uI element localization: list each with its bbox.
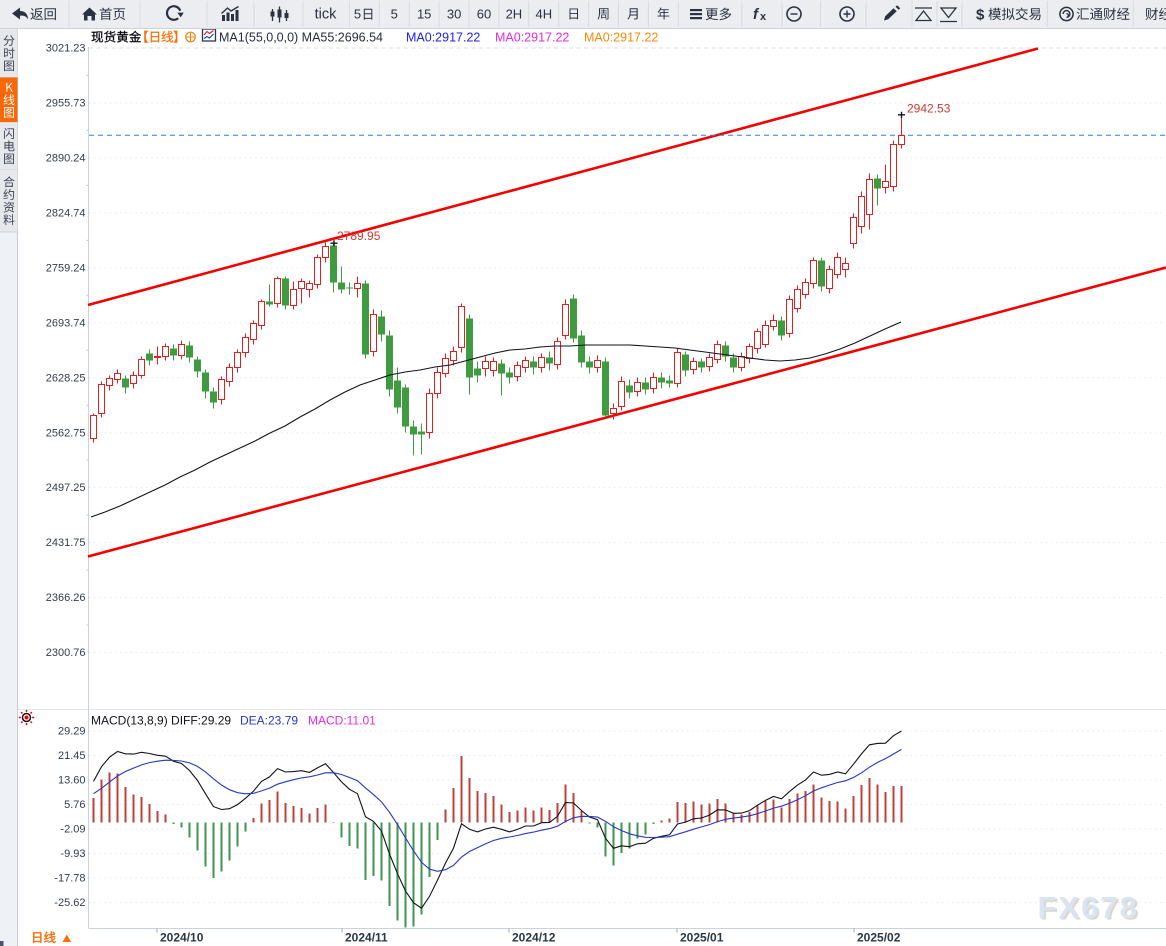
svg-text:MA0:2917.22: MA0:2917.22	[495, 31, 569, 45]
svg-text:21.45: 21.45	[58, 750, 86, 762]
svg-text:2025/01: 2025/01	[680, 931, 724, 945]
svg-text:-25.62: -25.62	[54, 897, 85, 909]
svg-text:-2.09: -2.09	[60, 824, 85, 836]
svg-text:2024/10: 2024/10	[160, 931, 204, 945]
svg-text:DEA:23.79: DEA:23.79	[240, 714, 298, 728]
svg-text:MA1(55,0,0,0) MA55:2696.54: MA1(55,0,0,0) MA55:2696.54	[219, 31, 383, 45]
svg-text:2759.24: 2759.24	[46, 262, 86, 274]
svg-text:-9.93: -9.93	[60, 848, 85, 860]
svg-text:FX678: FX678	[1038, 890, 1139, 925]
svg-text:2824.74: 2824.74	[46, 208, 86, 220]
svg-text:3021.23: 3021.23	[46, 43, 86, 55]
svg-text:2024/11: 2024/11	[345, 931, 388, 945]
svg-text:2024/12: 2024/12	[512, 931, 556, 945]
svg-text:2693.74: 2693.74	[46, 317, 86, 329]
svg-text:2562.75: 2562.75	[46, 427, 86, 439]
svg-text:2955.73: 2955.73	[46, 98, 86, 110]
svg-text:f: f	[753, 6, 760, 23]
svg-text:2025/02: 2025/02	[857, 931, 901, 945]
svg-text:2628.25: 2628.25	[46, 372, 86, 384]
svg-text:tick: tick	[315, 7, 338, 23]
svg-text:$: $	[976, 7, 985, 24]
svg-text:MA0:2917.22: MA0:2917.22	[406, 31, 480, 45]
svg-text:30: 30	[447, 7, 461, 22]
svg-text:2789.95: 2789.95	[337, 229, 381, 243]
svg-text:MA0:2917.22: MA0:2917.22	[584, 31, 658, 45]
svg-text:15: 15	[417, 7, 431, 22]
svg-text:29.29: 29.29	[58, 726, 86, 738]
svg-text:2431.75: 2431.75	[46, 537, 86, 549]
svg-text:x: x	[760, 11, 767, 23]
svg-text:5.76: 5.76	[64, 799, 85, 811]
svg-text:2H: 2H	[506, 7, 523, 22]
svg-text:2366.26: 2366.26	[46, 592, 86, 604]
svg-text:MACD(13,8,9) DIFF:29.29: MACD(13,8,9) DIFF:29.29	[91, 714, 231, 728]
svg-text:5: 5	[391, 7, 398, 22]
svg-text:13.60: 13.60	[58, 775, 86, 787]
svg-text:MACD:11.01: MACD:11.01	[308, 714, 376, 728]
svg-text:4H: 4H	[535, 7, 552, 22]
svg-text:5: 5	[354, 7, 361, 22]
svg-text:2890.24: 2890.24	[46, 153, 86, 165]
svg-text:FX678: FX678	[1040, 892, 1141, 927]
svg-text:60: 60	[477, 7, 491, 22]
svg-text:2300.76: 2300.76	[46, 647, 86, 659]
svg-text:2942.53: 2942.53	[907, 102, 951, 116]
svg-text:2497.25: 2497.25	[46, 482, 86, 494]
svg-text:-17.78: -17.78	[54, 873, 85, 885]
